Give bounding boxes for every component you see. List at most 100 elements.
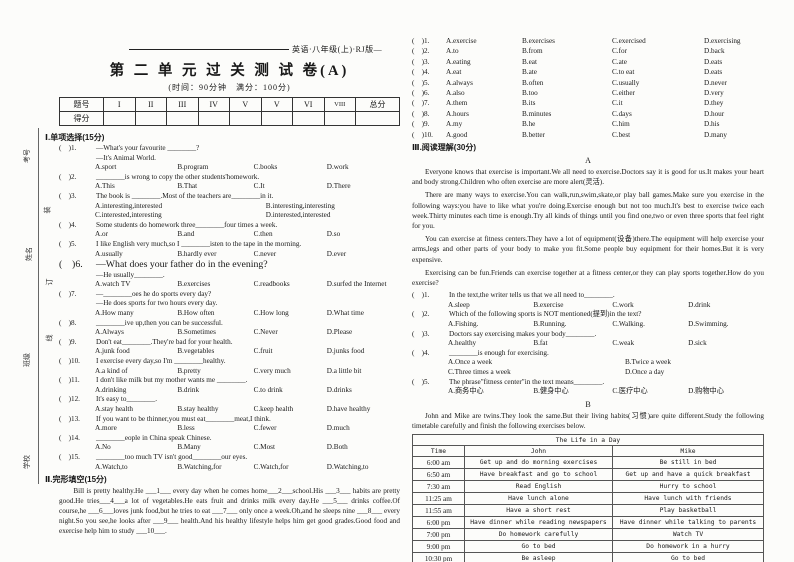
passage-a: Everyone knows that exercise is importan… [412,167,764,288]
mcq-question: ( )1. —What's your favourite ________? —… [59,144,400,173]
mcq-question: ( )9. Don't eat________.They're bad for … [59,338,400,357]
question-line: ( )12. It's easy to________. [59,395,400,405]
option-c: C.ate [612,57,627,66]
option-c: C.医疗中心 [612,387,648,396]
score-table-header-row: 题号 I II III IV V V VI VIII 总分 [59,97,400,112]
option-d: D.never [704,78,727,87]
option-a: A.them [446,99,468,108]
option-b: B.from [522,47,543,56]
timetable-row: 9:00 pm Go to bed Do homework in a hurry [412,540,764,554]
passage-a-label: A [585,156,591,166]
option-c: C.very much [253,366,291,375]
answer-options: A.more B.less C.fewer D.much [59,424,400,434]
option-b: B.he [522,120,536,129]
option-a: A.Always [95,328,124,337]
timetable-col-time: Time [412,445,465,458]
question-number: ( )4. [412,68,430,77]
margin-label-school: 学校 [23,455,31,469]
option-b: B.Running. [533,320,567,329]
question-text: ________is enough for exercising. [449,348,549,357]
cloze-option-first-cell: ( )4. A.eat [412,67,522,77]
timetable-title: The Life in a Day [412,434,764,447]
page-title: 第 二 单 元 过 关 测 试 卷(A) [109,63,350,79]
timetable-time: 6:00 am [412,456,465,470]
option-c: C.readbooks [253,280,290,289]
question-number: ( )11. [59,376,80,385]
question-line: ( )6. —What does your father do in the e… [59,259,400,271]
timetable-john-activity: Be asleep [464,552,613,562]
timetable-col-john: John [464,445,613,458]
question-line: ( )14. ________eople in China speak Chin… [59,434,400,444]
option-d: D.a little bit [326,366,362,375]
question-text: ________too much TV isn't good________ou… [96,452,248,461]
option-d: D.interested,interested [265,211,331,220]
option-a: A.How many [95,309,134,317]
option-a: A.usually [95,249,123,258]
score-col: IV [197,97,230,112]
question-text: ________eople in China speak Chinese. [96,433,212,442]
cloze-option-row: ( )2. A.to B.from C.for D.back [412,46,764,56]
timetable-time: 9:00 pm [412,540,465,554]
timetable-col-mike: Mike [612,445,764,458]
margin-label-exam-number: 考号 [23,149,31,163]
question-number: ( )6. [412,89,430,98]
option-b: B.hardly ever [177,249,217,258]
timetable-row: 7:30 am Read English Hurry to school [412,480,764,494]
question-number: ( )10. [412,130,433,139]
option-a: A.stay health [95,404,133,413]
option-d: D.have healthy [326,404,371,413]
question-number: ( )2. [412,47,430,56]
score-col: VIII [323,97,356,112]
option-b: B.That [177,182,198,191]
score-table-qnum-label: 题号 [59,97,104,112]
cloze-option-first-cell: ( )9. A.my [412,119,522,129]
cloze-passage: Bill is pretty healthy.He ___1___ every … [59,487,400,536]
option-d: D.work [326,163,349,172]
option-c: C.for [612,47,627,56]
timetable-john-activity: Have lunch alone [464,492,613,506]
timetable-row: 7:00 pm Do homework carefully Watch TV [412,528,764,542]
option-b: B.exercise [533,300,564,309]
answer-options: A.stay health B.stay healthy C.keep heal… [59,405,400,415]
option-b: B.its [522,99,536,108]
question-number: ( )9. [59,337,77,346]
option-b: B.exercises [177,280,211,289]
reading-question: ( )2. Which of the following sports is N… [412,310,764,329]
option-b: B.less [177,424,195,433]
question-text: —________oes he do sports every day? [96,289,212,298]
score-col: V [229,97,262,112]
timetable-john-activity: Do homework carefully [464,528,613,542]
question-line: ( )4. Some students do homework three___… [59,221,400,231]
mcq-question: ( )3. The book is ________.Most of the t… [59,192,400,221]
margin-label-name: 姓名 [25,247,33,261]
timetable-time: 11:55 am [412,504,465,518]
question-line: ( )5. The phrase"fitness center"in the t… [412,378,764,388]
option-c: C.exercised [612,37,646,45]
passage-paragraph: There are many ways to exercise.You can … [412,191,764,231]
passage-paragraph: Exercising can be fun.Friends can exerci… [412,268,764,288]
option-c: C.never [253,249,277,258]
question-number: ( )9. [412,120,430,129]
cloze-option-first-cell: ( )8. A.hours [412,109,522,119]
option-a: A.good [446,130,468,139]
option-a: A.drinking [95,385,127,394]
option-a: A.No [95,443,111,452]
question-line: ( )7. —________oes he do sports every da… [59,290,400,300]
option-a: A.eating [446,57,471,66]
mcq-question: ( )10. I exercise every day,so I'm _____… [59,357,400,376]
answer-options: A.junk food B.vegetables C.fruit D.junks… [59,347,400,357]
question-line: ( )1. —What's your favourite ________? [59,144,400,154]
timetable-row: 6:50 am Have breakfast and go to school … [412,468,764,482]
option-c: C.fruit [253,347,273,356]
option-c: C.to drink [253,385,283,394]
option-d: D.they [704,99,724,108]
option-a: A.eat [446,68,462,77]
score-col: II [134,97,167,112]
option-c: C.then [253,230,273,239]
timetable-time: 10:30 pm [412,552,465,562]
question-number: ( )3. [412,329,430,338]
option-b: B.often [522,78,544,87]
margin-label-class: 班级 [23,353,31,367]
margin-label-xian: 线 [45,334,54,342]
timetable-mike-activity: Watch TV [612,528,764,542]
